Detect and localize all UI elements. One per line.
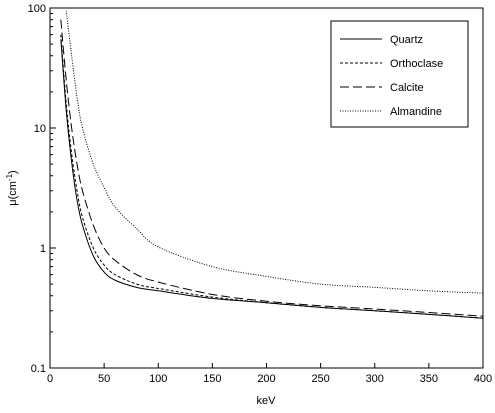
x-tick-label: 200 bbox=[257, 373, 275, 385]
y-axis-label-superscript: -1 bbox=[5, 173, 14, 181]
x-tick-label: 300 bbox=[366, 373, 384, 385]
legend-label-calcite: Calcite bbox=[390, 82, 424, 94]
y-tick-label: 10 bbox=[34, 123, 46, 135]
y-tick-label: 0.1 bbox=[31, 363, 46, 375]
x-axis-label: keV bbox=[257, 395, 277, 407]
legend-label-quartz: Quartz bbox=[390, 34, 423, 46]
axis-ticks: 0 50 100 150 200 250 300 350 400 0.1 1 10 100 bbox=[28, 3, 493, 385]
x-tick-label: 50 bbox=[98, 373, 110, 385]
x-tick-label: 0 bbox=[47, 373, 53, 385]
y-tick-label: 1 bbox=[40, 243, 46, 255]
legend: Quartz Orthoclase Calcite Almandine bbox=[330, 20, 469, 128]
x-tick-label: 100 bbox=[149, 373, 167, 385]
y-tick-label: 100 bbox=[28, 3, 46, 15]
x-tick-label: 150 bbox=[203, 373, 221, 385]
y-axis-label-main: μ(cm bbox=[7, 181, 19, 206]
x-tick-label: 250 bbox=[311, 373, 329, 385]
legend-items: Quartz Orthoclase Calcite Almandine bbox=[340, 34, 443, 118]
x-tick-label: 350 bbox=[420, 373, 438, 385]
legend-label-orthoclase: Orthoclase bbox=[390, 58, 443, 70]
y-axis-label-suffix: ) bbox=[7, 170, 19, 174]
series-line-orthoclase bbox=[60, 34, 484, 319]
x-tick-label: 400 bbox=[474, 373, 492, 385]
y-axis-label: μ(cm-1) bbox=[5, 170, 19, 205]
series-group bbox=[60, 10, 484, 319]
series-line-calcite bbox=[60, 19, 484, 317]
legend-label-almandine: Almandine bbox=[390, 106, 442, 118]
